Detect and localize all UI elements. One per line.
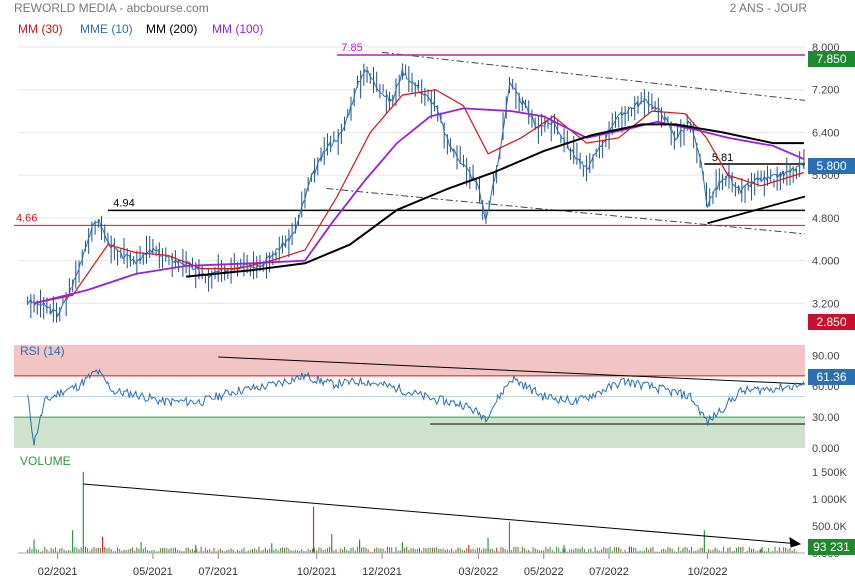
mm200-line — [186, 123, 804, 278]
price-tag-low: 2.850 — [808, 314, 855, 330]
x-axis: 02/2021 05/2021 07/2021 10/2021 12/2021 03/20… — [18, 552, 805, 578]
rsi-last-tag: 61.36 — [808, 369, 855, 385]
price-y-tick: 4.800 — [812, 213, 840, 225]
legend-mme10: MME (10) — [80, 22, 133, 36]
x-tick-label: 02/2021 — [38, 566, 78, 578]
rsi-overbought-zone — [14, 345, 805, 376]
period-label: 2 ANS - JOUR — [729, 1, 807, 15]
lower-channel-line — [326, 188, 806, 235]
x-tick-label: 05/2022 — [524, 566, 564, 578]
x-tick-label: 05/2021 — [133, 566, 173, 578]
x-tick-label: 10/2021 — [297, 566, 337, 578]
x-tick-label: 07/2021 — [198, 566, 238, 578]
x-tick-label: 12/2021 — [362, 566, 402, 578]
rsi-resistance-line — [218, 356, 806, 385]
volume-title: VOLUME — [20, 454, 71, 468]
price-y-tick: 7.200 — [812, 85, 840, 97]
volume-trendline — [83, 483, 801, 545]
volume-y-tick: 500.0K — [812, 521, 848, 533]
level-label-785: 7.85 — [341, 42, 362, 54]
x-tick-label: 03/2022 — [459, 566, 499, 578]
mm100-line — [33, 107, 805, 305]
legend-mm30: MM (30) — [18, 22, 63, 36]
price-tag-high: 7.850 — [808, 51, 855, 67]
price-y-tick: 4.000 — [812, 256, 840, 268]
legend-mm100: MM (100) — [212, 22, 264, 36]
rsi-y-tick: 90.00 — [812, 350, 840, 362]
rsi-y-tick: 0.000 — [812, 443, 840, 455]
rsi-title: RSI (14) — [20, 344, 65, 358]
price-panel: 8.0007.2006.4005.6004.8004.0003.2007.855… — [14, 42, 840, 323]
rsi-oversold-zone — [14, 417, 805, 448]
level-label-466: 4.66 — [16, 212, 37, 224]
x-tick-label: 10/2022 — [688, 566, 728, 578]
level-label-494: 4.94 — [113, 197, 134, 209]
level-label-581: 5.81 — [712, 152, 733, 164]
rsi-line — [27, 368, 805, 446]
price-y-tick: 3.200 — [812, 298, 840, 310]
volume-y-tick: 1 500K — [812, 467, 848, 479]
volume-last-tag: 93 231 — [808, 539, 855, 555]
volume-y-tick: 1 000K — [812, 494, 848, 506]
price-tag-last: 5.800 — [808, 158, 855, 174]
x-tick-label: 07/2022 — [589, 566, 629, 578]
support-trendline — [707, 195, 806, 225]
legend-mm200: MM (200) — [146, 22, 198, 36]
upper-channel-line — [381, 51, 806, 101]
mm30-line — [33, 89, 805, 304]
price-y-tick: 6.400 — [812, 127, 840, 139]
chart-title: REWORLD MEDIA - abcbourse.com — [14, 1, 209, 15]
mme10-line — [27, 68, 805, 318]
rsi-y-tick: 30.00 — [812, 412, 840, 424]
volume-trend-arrow — [789, 537, 802, 548]
